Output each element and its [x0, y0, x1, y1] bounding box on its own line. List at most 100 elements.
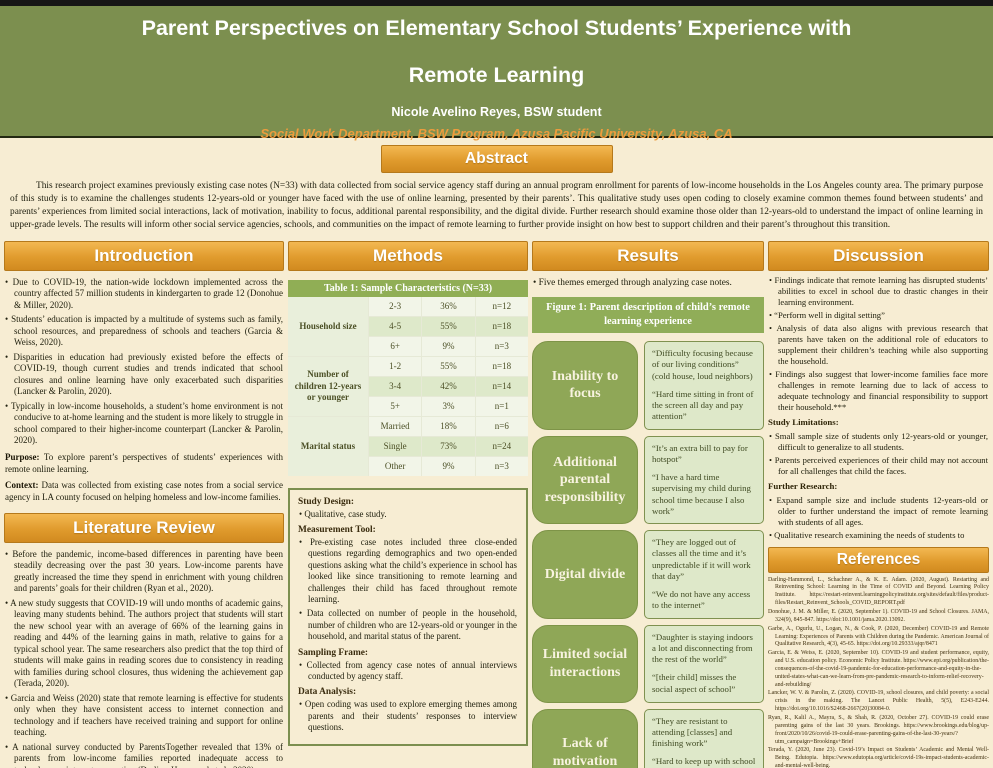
context-label: Context: [5, 480, 39, 491]
theme-digital-divide: Digital divide [532, 530, 638, 619]
bullet-item: Students’ education is impacted by a mul… [5, 314, 283, 349]
references-heading: References [768, 546, 989, 573]
quote: “Hard to keep up with school material & … [652, 756, 756, 768]
author-name: Nicole Avelino Reyes, BSW student [391, 105, 602, 119]
reference-item: Lancker, W. V. & Parolin, Z. (2020). COV… [768, 690, 989, 713]
reference-item: Ryan, R., Kalil A., Mayra, S., & Shah, R… [768, 714, 989, 745]
table-cell: n=18 [475, 356, 528, 376]
table-cell: 6+ [369, 336, 422, 356]
reference-item: Darling-Hammond, L., Schachner A., & K. … [768, 576, 989, 607]
quote: “[their child] misses the social aspect … [652, 672, 737, 694]
bullet-item: Typically in low-income households, a st… [5, 401, 283, 447]
table-group-label: Number of children 12-years or younger [288, 356, 368, 416]
table-group-label: Marital status [288, 416, 368, 476]
table-title: Table 1: Sample Characteristics (N=33) [288, 279, 528, 297]
bullet-item: A new study suggests that COVID-19 will … [5, 598, 283, 690]
discussion-heading: Discussion [768, 240, 989, 271]
context-statement: Context: Data was collected from existin… [5, 480, 283, 503]
table-cell: 5+ [369, 396, 422, 416]
data-analysis-label: Data Analysis: [298, 687, 357, 698]
theme-inability-to-focus: Inability to focus [532, 341, 638, 430]
figure-1-caption: Figure 1: Parent description of child’s … [532, 296, 764, 333]
bullet-item: Garcia and Weiss (2020) state that remot… [5, 693, 283, 739]
table-cell: n=3 [475, 456, 528, 476]
theme-additional-parental-responsibility: Additional parental responsibility [532, 435, 638, 524]
table-cell: n=18 [475, 316, 528, 336]
study-limitations-label: Study Limitations: [768, 416, 839, 427]
table-cell: 55% [422, 316, 475, 336]
table-cell: n=1 [475, 396, 528, 416]
table-cell: 3% [422, 396, 475, 416]
quotes-limited-social-interactions: “Daughter is staying indoors a lot and d… [644, 624, 764, 703]
bullet-item: Data collected on number of people in th… [299, 608, 517, 642]
literature-review-bullets: Before the pandemic, income-based differ… [5, 549, 283, 768]
table-cell: 18% [422, 416, 475, 436]
bullet-item: Analysis of data also aligns with previo… [769, 323, 988, 367]
quote: “Difficulty focusing because of our livi… [652, 348, 753, 381]
measurement-tool-label: Measurement Tool: [298, 525, 376, 536]
results-column: Results Five themes emerged through anal… [532, 240, 764, 768]
bullet-item: Parents perceived experiences of their c… [769, 455, 988, 477]
introduction-heading: Introduction [4, 240, 284, 271]
sample-characteristics-table: Household size 2-3 36% n=12 4-5 55% n=18… [288, 296, 528, 476]
table-cell: 3-4 [369, 376, 422, 396]
reference-item: Garbe, A., Ogurlu, U., Logan, N., & Cook… [768, 625, 989, 648]
table-cell: 42% [422, 376, 475, 396]
quotes-inability-to-focus: “Difficulty focusing because of our livi… [644, 341, 764, 430]
quote: “It’s an extra bill to pay for hotspot” [652, 442, 748, 464]
quote: “I have a hard time supervising my child… [652, 472, 751, 516]
abstract-heading: Abstract [380, 145, 613, 173]
table-cell: 55% [422, 356, 475, 376]
discussion-bullets: Findings indicate that remote learning h… [769, 275, 988, 413]
discussion-column: Discussion Findings indicate that remote… [768, 240, 989, 768]
results-heading: Results [532, 240, 764, 271]
bullet-item: Disparities in education had previously … [5, 352, 283, 398]
table-cell: 9% [422, 456, 475, 476]
quote: “They are logged out of classes all the … [652, 537, 751, 581]
study-limitations-bullets: Small sample size of students only 12-ye… [769, 431, 988, 477]
abstract-section: Abstract This research project examines … [0, 138, 993, 233]
literature-review-heading: Literature Review [4, 512, 284, 543]
bullet-item: Expand sample size and include students … [769, 495, 988, 528]
further-research-bullets: Expand sample size and include students … [769, 495, 988, 541]
table-cell: n=6 [475, 416, 528, 436]
quote: “They are resistant to attending [classe… [652, 715, 733, 749]
table-cell: 1-2 [369, 356, 422, 376]
table-cell: 2-3 [369, 296, 422, 316]
quotes-digital-divide: “They are logged out of classes all the … [644, 530, 764, 619]
affiliation: Social Work Department, BSW Program, Azu… [260, 126, 733, 141]
table-cell: n=14 [475, 376, 528, 396]
bullet-item: Due to COVID-19, the nation-wide lockdow… [5, 277, 283, 312]
reference-item: Garcia, E. & Weiss, E. (2020, September … [768, 650, 989, 688]
table-cell: 4-5 [369, 316, 422, 336]
bullet-item: Findings also suggest that lower-income … [769, 369, 988, 413]
bullet-item: Small sample size of students only 12-ye… [769, 431, 988, 453]
table-cell: Other [369, 456, 422, 476]
bullet-item: Collected from agency case notes of annu… [299, 660, 517, 683]
theme-lack-of-motivation: Lack of motivation [532, 708, 638, 768]
quotes-additional-parental-responsibility: “It’s an extra bill to pay for hotspot” … [644, 435, 764, 524]
bullet-item: Qualitative, case study. [299, 509, 517, 520]
purpose-text: To explore parent’s perspectives of stud… [5, 451, 283, 474]
quotes-lack-of-motivation: “They are resistant to attending [classe… [644, 708, 764, 768]
table-cell: n=24 [475, 436, 528, 456]
quote: “Daughter is staying indoors a lot and d… [652, 631, 753, 665]
context-text: Data was collected from existing case no… [5, 480, 283, 502]
bullet-item: Findings indicate that remote learning h… [769, 275, 988, 308]
top-border-bar [0, 0, 993, 6]
further-research-label: Further Research: [768, 480, 838, 491]
table-cell: 36% [422, 296, 475, 316]
introduction-column: Introduction Due to COVID-19, the nation… [4, 240, 284, 768]
references-list: Darling-Hammond, L., Schachner A., & K. … [768, 577, 989, 768]
abstract-text: This research project examines previousl… [10, 181, 983, 231]
sampling-frame-label: Sampling Frame: [298, 647, 369, 658]
study-design-label: Study Design: [298, 496, 355, 507]
purpose-label: Purpose: [5, 451, 40, 462]
poster-columns: Introduction Due to COVID-19, the nation… [0, 233, 993, 768]
table-cell: n=12 [475, 296, 528, 316]
bullet-item: Qualitative research examining the needs… [769, 530, 988, 541]
methods-details-box: Study Design: Qualitative, case study. M… [288, 487, 528, 747]
bullet-item: “Perform well in digital setting” [769, 310, 988, 321]
reference-item: Donohue, J. M. & Miller, E. (2020, Septe… [768, 609, 989, 623]
table-group-label: Household size [288, 296, 368, 356]
